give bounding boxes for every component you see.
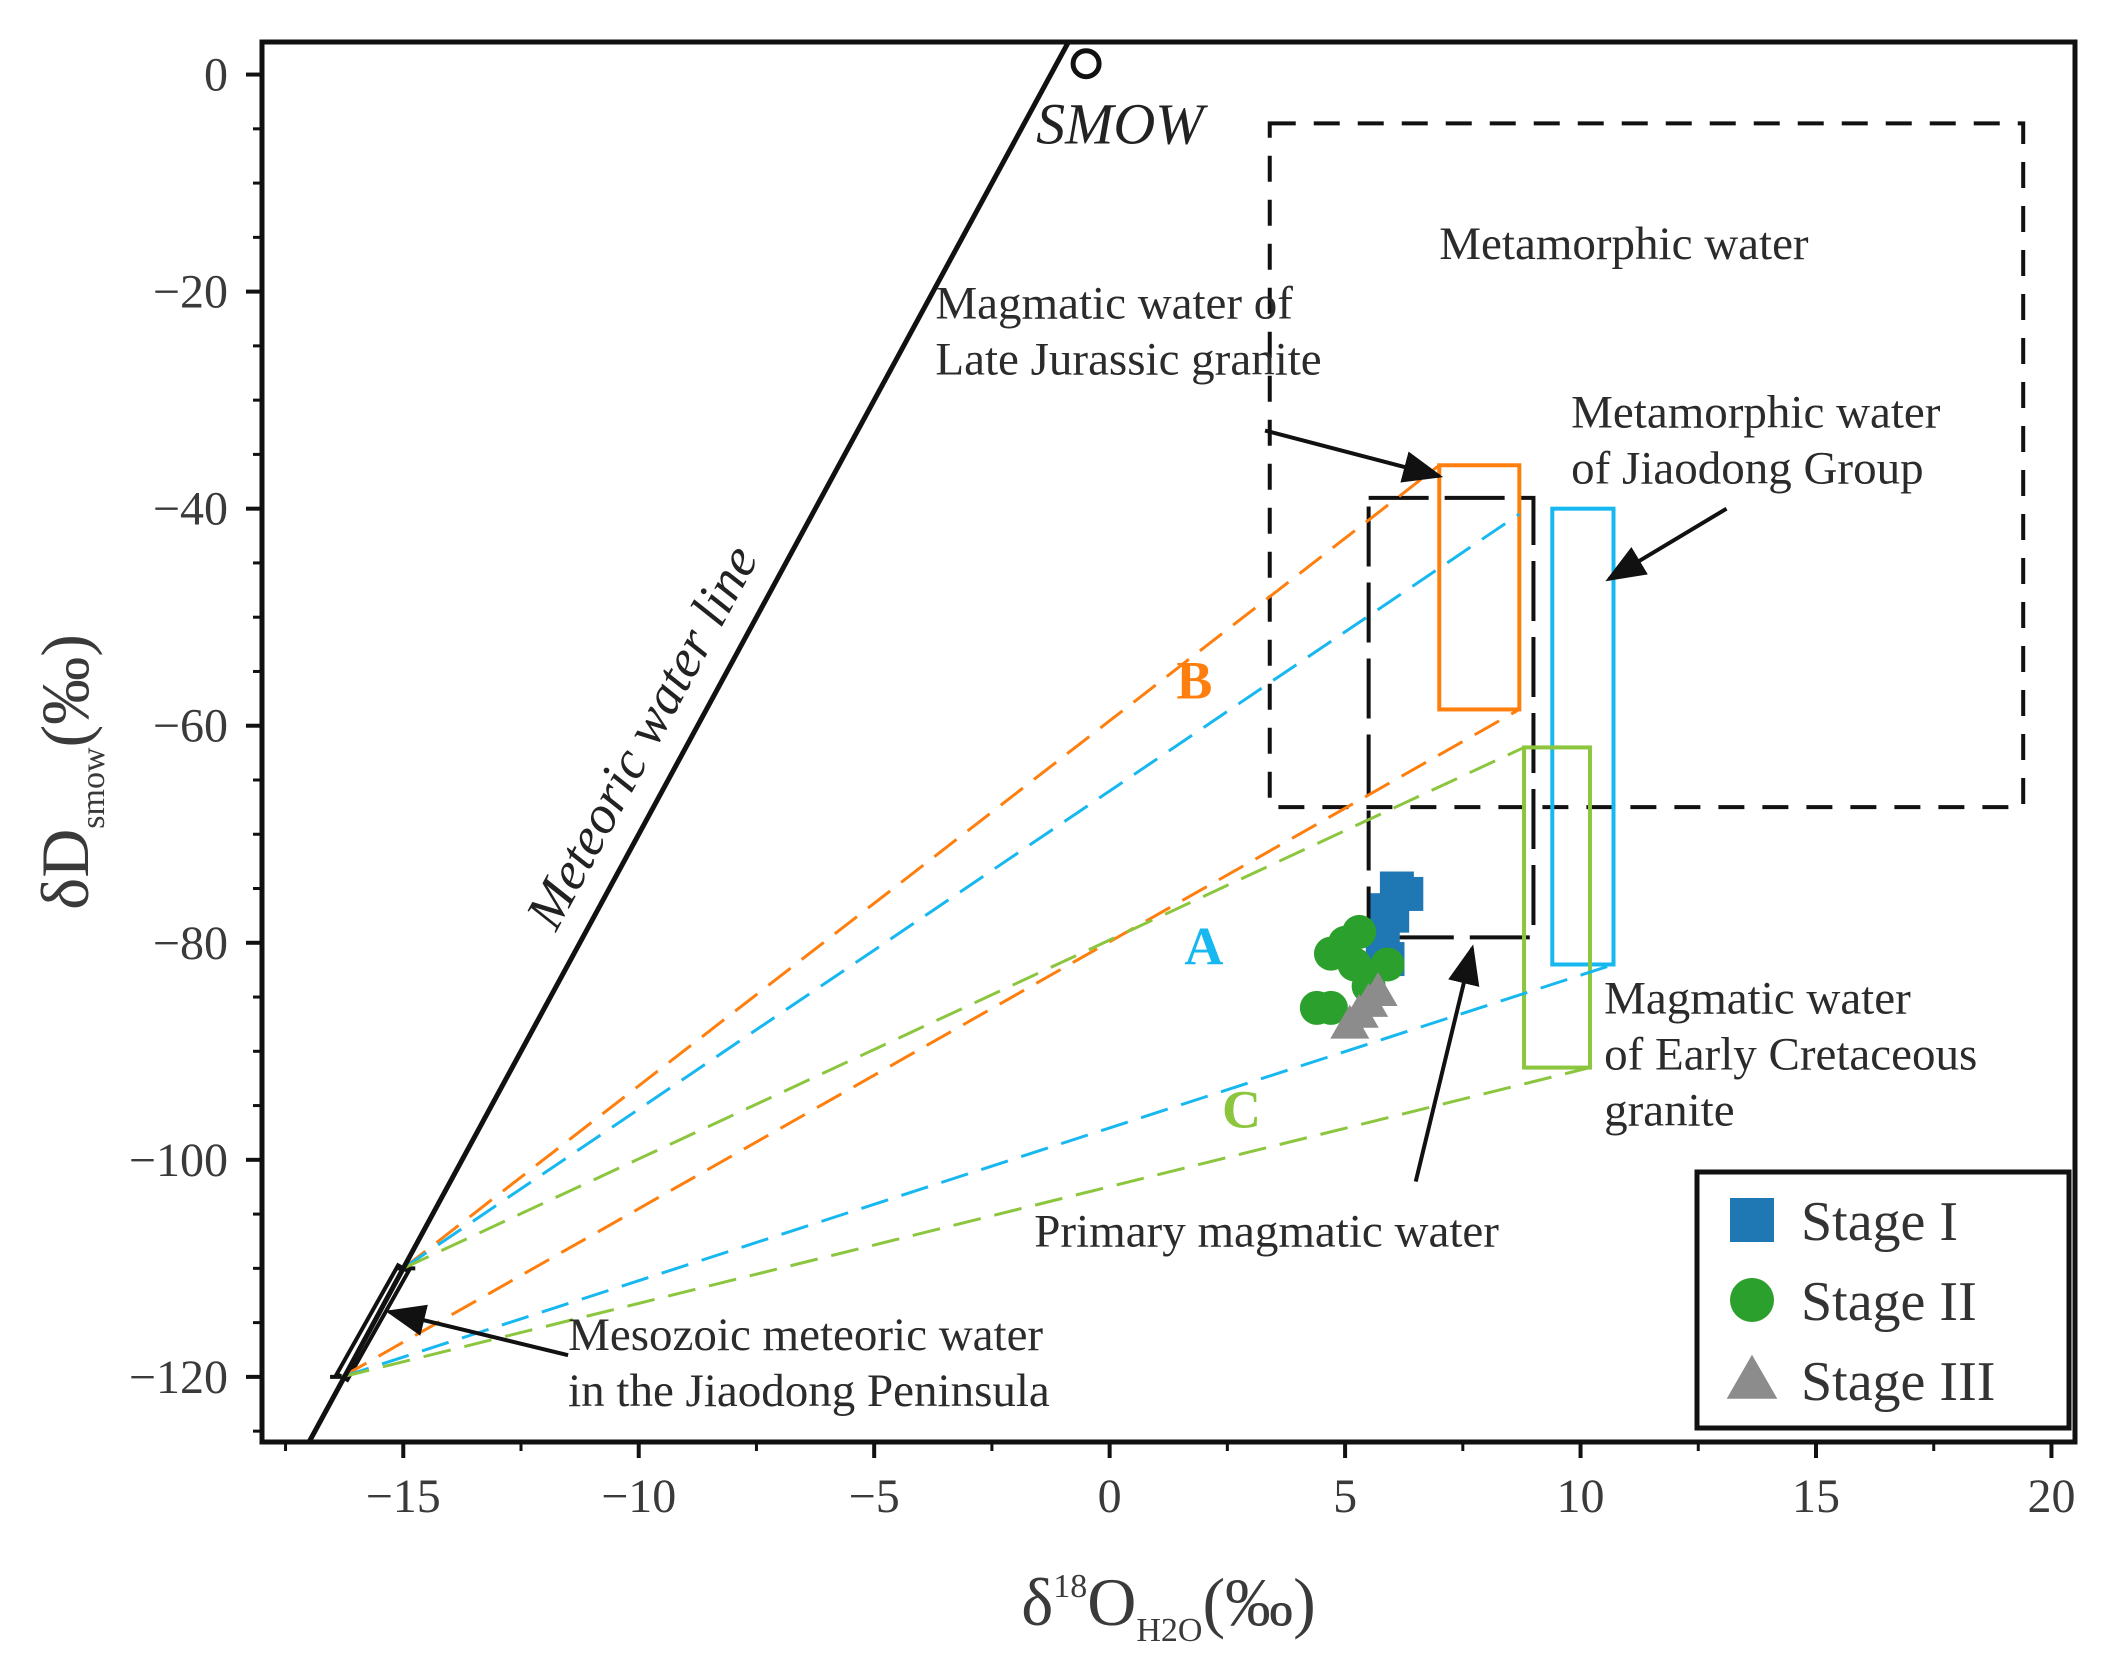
legend-label-3: Stage III — [1801, 1351, 1995, 1413]
annotation-mesozoic: Mesozoic meteoric water in the Jiaodong P… — [568, 1309, 1050, 1417]
smow-label: SMOW — [1036, 92, 1208, 157]
x-axis-title-sub: H2O — [1136, 1612, 1202, 1649]
smow-marker — [1070, 48, 1102, 80]
mixing-label-a: A — [1184, 916, 1223, 976]
y-axis-title-suffix: (‰) — [27, 634, 103, 747]
mixing-line-b-1 — [402, 464, 1441, 1270]
annotation-late-jurassic-line-2: Late Jurassic granite — [935, 334, 1321, 386]
y-tick-label: −40 — [153, 483, 228, 536]
annotation-early-cretaceous-line-1: Magmatic water — [1604, 972, 1911, 1024]
y-tick-label: −60 — [153, 700, 228, 753]
y-axis-title-sub: smow — [75, 747, 112, 829]
x-tick-label: 10 — [1557, 1470, 1605, 1523]
y-tick-label: −20 — [153, 266, 228, 319]
x-axis-title-sup: 18 — [1053, 1568, 1087, 1605]
x-tick-label: −10 — [601, 1470, 676, 1523]
meteoric-water-line-layer — [306, 42, 1071, 1442]
annotation-metamorphic: Metamorphic water — [1439, 218, 1809, 270]
annotation-mesozoic-line-2: in the Jiaodong Peninsula — [568, 1365, 1050, 1417]
mixing-line-c-2 — [341, 1066, 1591, 1379]
y-tick-label: −100 — [129, 1134, 228, 1187]
mixing-line-b-2 — [341, 708, 1521, 1379]
y-tick-label: −80 — [153, 917, 228, 970]
mixing-line-a-2 — [341, 963, 1614, 1379]
y-tick-label: 0 — [204, 49, 228, 102]
region-magmatic-water-of-late-jurassic-granite — [1437, 463, 1522, 712]
x-tick-label: 15 — [1792, 1470, 1840, 1523]
axes-layer: −15 −10 −5 0 5 10 15 20 0 −20 −40 −60 −80 −100 −120 δ18… — [27, 39, 2078, 1649]
y-axis-title-prefix: δD — [27, 829, 103, 910]
legend-marker-2 — [1730, 1278, 1774, 1322]
point-stage-i-4 — [1375, 898, 1410, 933]
x-tick-label: −5 — [849, 1470, 900, 1523]
annotation-late-jurassic: Magmatic water of Late Jurassic granite — [935, 278, 1321, 386]
x-axis-title-prefix: δ — [1021, 1564, 1053, 1640]
data-points-layer — [1299, 871, 1424, 1039]
mixing-line-c-1 — [402, 746, 1525, 1270]
legend-marker-1 — [1730, 1198, 1774, 1242]
annotation-jiaodong-group-line-2: of Jiaodong Group — [1571, 442, 1923, 494]
mixing-lines-layer — [341, 464, 1614, 1379]
y-tick-label: −120 — [129, 1351, 228, 1404]
mixing-line-a-1 — [402, 512, 1521, 1270]
x-tick-label: 0 — [1098, 1470, 1122, 1523]
y-axis-title: δDsmow(‰) — [27, 634, 112, 910]
annotation-metamorphic-line-1: Metamorphic water — [1439, 218, 1809, 270]
plot-frame — [259, 39, 2078, 1445]
mixing-label-b: B — [1176, 651, 1212, 711]
annotation-late-jurassic-line-1: Magmatic water of — [935, 278, 1293, 330]
annotation-early-cretaceous-line-3: granite — [1604, 1084, 1735, 1136]
point-stage-iii-4 — [1330, 1004, 1370, 1039]
x-tick-label: 5 — [1333, 1470, 1357, 1523]
annotation-jiaodong-group-line-1: Metamorphic water — [1571, 386, 1941, 438]
legend-label-1: Stage I — [1801, 1191, 1958, 1253]
region-metamorphic-water-of-jiaodong-group — [1550, 506, 1616, 967]
region-metamorphic-water — [1267, 121, 2026, 810]
annotation-arrow-2 — [1605, 506, 1728, 582]
meteoric-water-line-label: Meteoric water line — [513, 535, 769, 939]
annotation-primary-magmatic-line-1: Primary magmatic water — [1034, 1206, 1499, 1258]
annotation-arrow-3 — [1413, 944, 1480, 1183]
region-primary-magmatic-water — [1366, 495, 1536, 940]
legend: Stage I Stage II Stage III — [1694, 1169, 2072, 1431]
annotation-mesozoic-line-1: Mesozoic meteoric water — [568, 1309, 1043, 1361]
point-stage-ii-8 — [1313, 990, 1348, 1025]
legend-label-2: Stage II — [1801, 1271, 1977, 1333]
x-tick-label: −15 — [366, 1470, 441, 1523]
legend-marker-3 — [1726, 1354, 1778, 1399]
annotation-early-cretaceous: Magmatic water of Early Cretaceous granite — [1604, 972, 1977, 1136]
x-axis-title-suffix: (‰) — [1202, 1564, 1315, 1640]
meteoric-water-line — [306, 42, 1071, 1442]
x-axis-title-main: O — [1087, 1564, 1136, 1640]
x-tick-label: 20 — [2027, 1470, 2075, 1523]
annotation-early-cretaceous-line-2: of Early Cretaceous — [1604, 1028, 1977, 1080]
mixing-label-c: C — [1222, 1079, 1261, 1139]
region-magmatic-water-of-early-cretaceous-granite — [1522, 745, 1592, 1070]
x-axis-title: δ18OH2O(‰) — [1021, 1564, 1316, 1649]
annotation-jiaodong-group: Metamorphic water of Jiaodong Group — [1571, 386, 1941, 494]
annotation-arrow-1 — [1264, 428, 1444, 483]
annotation-primary-magmatic: Primary magmatic water — [1034, 1206, 1499, 1258]
annotation-arrow-4 — [385, 1304, 569, 1358]
